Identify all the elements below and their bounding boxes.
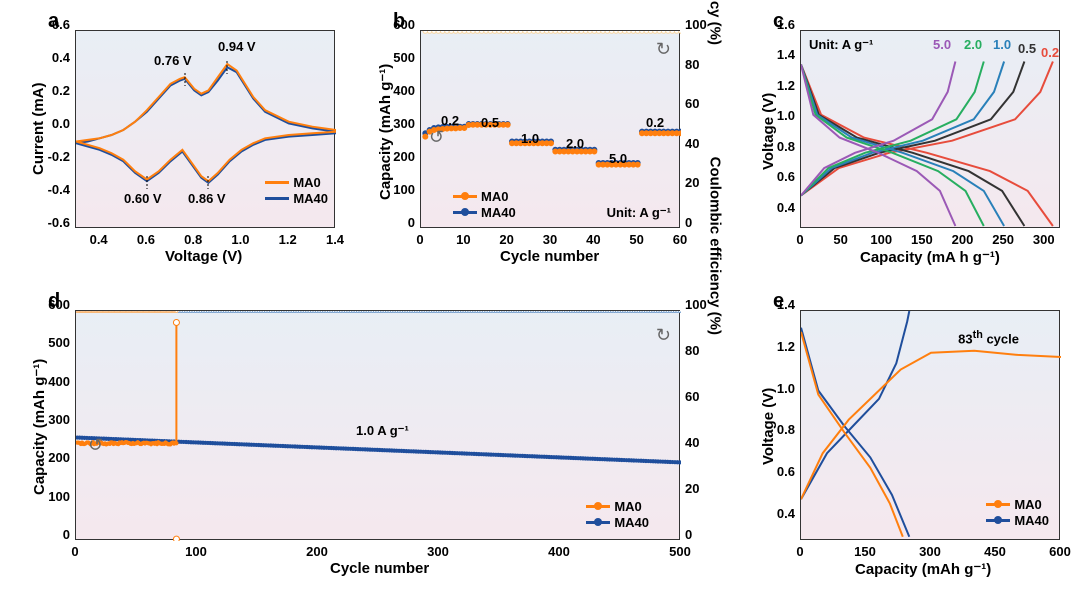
- panel-d-rate: 1.0 A g⁻¹: [356, 423, 409, 439]
- arrow-left-d: ↺: [88, 435, 103, 456]
- legend-d-ma0: MA0: [614, 499, 641, 514]
- arrow-left-b: ↺: [429, 127, 444, 148]
- panel-c-unit: Unit: A g⁻¹: [809, 37, 873, 53]
- peak-label-3: 0.60 V: [124, 191, 162, 206]
- panel-d-ylabel2: Coulombic efficiency (%): [706, 157, 723, 335]
- c-rate-20: 2.0: [964, 37, 982, 52]
- panel-d-ylabel: Capacity (mAh g⁻¹): [30, 359, 48, 495]
- peak-label-4: 0.86 V: [188, 191, 226, 206]
- legend-b-ma0: MA0: [481, 189, 508, 204]
- panel-a-legend: MA0 MA40: [265, 174, 328, 207]
- arrow-right-b: ↻: [656, 39, 671, 60]
- panel-a-xlabel: Voltage (V): [165, 248, 242, 265]
- rate-02b: 0.2: [646, 115, 664, 130]
- panel-d-xlabel: Cycle number: [330, 560, 429, 577]
- panel-e-ylabel: Voltage (V): [760, 388, 777, 465]
- c-rate-05: 0.5: [1018, 41, 1036, 56]
- panel-b-xlabel: Cycle number: [500, 248, 599, 265]
- panel-b-ylabel2: Coulombic efficiency (%): [706, 0, 723, 45]
- panel-c-ylabel: Voltage (V): [760, 93, 777, 170]
- peak-label-1: 0.76 V: [154, 53, 192, 68]
- figure-container: 0.76 V 0.94 V 0.60 V 0.86 V MA0 MA40 a C…: [0, 0, 1080, 598]
- panel-e-xlabel: Capacity (mAh g⁻¹): [855, 560, 991, 578]
- legend-a-ma40: MA40: [293, 191, 328, 206]
- rate-02a: 0.2: [441, 113, 459, 128]
- peak-label-2: 0.94 V: [218, 39, 256, 54]
- panel-c-plot-area: Unit: A g⁻¹ 5.0 2.0 1.0 0.5 0.2: [800, 30, 1060, 228]
- rate-50: 5.0: [609, 151, 627, 166]
- panel-b-legend: MA0 MA40: [453, 188, 516, 221]
- panel-d-legend: MA0 MA40: [586, 498, 649, 531]
- legend-b-ma40: MA40: [481, 205, 516, 220]
- panel-c-xlabel: Capacity (mA h g⁻¹): [860, 248, 1000, 266]
- legend-d-ma40: MA40: [614, 515, 649, 530]
- panel-b-plot-area: 0.2 0.5 1.0 2.0 5.0 0.2 Unit: A g⁻¹ ↺ ↻ …: [420, 30, 680, 228]
- rate-10: 1.0: [521, 131, 539, 146]
- panel-e-legend: MA0 MA40: [986, 496, 1049, 529]
- panel-e-plot-area: 83th cycle MA0 MA40: [800, 310, 1060, 540]
- legend-e-ma0: MA0: [1014, 497, 1041, 512]
- panel-d-plot-area: 1.0 A g⁻¹ ↺ ↻ MA0 MA40: [75, 310, 680, 540]
- arrow-right-d: ↻: [656, 325, 671, 346]
- c-rate-02: 0.2: [1041, 45, 1059, 60]
- legend-e-ma40: MA40: [1014, 513, 1049, 528]
- panel-c-svg: [801, 31, 1061, 229]
- c-rate-10: 1.0: [993, 37, 1011, 52]
- rate-05: 0.5: [481, 115, 499, 130]
- legend-a-ma0: MA0: [293, 175, 320, 190]
- rate-20: 2.0: [566, 136, 584, 151]
- panel-a-plot-area: 0.76 V 0.94 V 0.60 V 0.86 V MA0 MA40: [75, 30, 335, 228]
- panel-b-unit: Unit: A g⁻¹: [607, 205, 671, 221]
- panel-e-cycle: 83th cycle: [958, 329, 1019, 346]
- c-rate-50: 5.0: [933, 37, 951, 52]
- panel-a-ylabel: Current (mA): [30, 83, 47, 176]
- panel-b-ylabel: Capacity (mAh g⁻¹): [376, 64, 394, 200]
